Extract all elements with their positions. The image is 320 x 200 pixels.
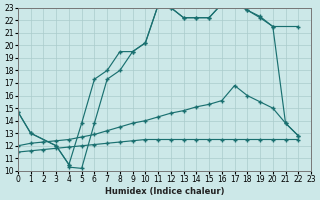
X-axis label: Humidex (Indice chaleur): Humidex (Indice chaleur): [105, 187, 224, 196]
